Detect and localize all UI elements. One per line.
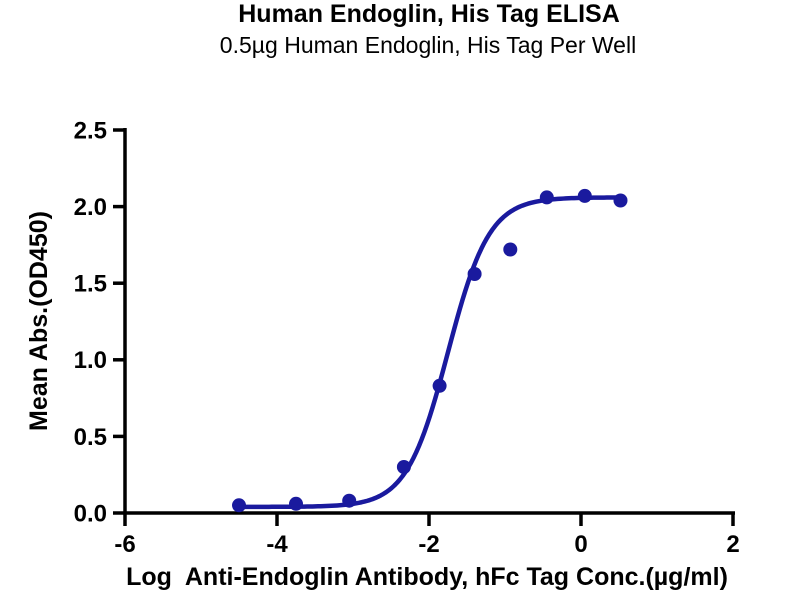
y-axis-ticks: 0.0 0.5 1.0 1.5 2.0 2.5 (74, 117, 125, 527)
axis-frame (123, 128, 735, 515)
x-axis-label: Log Anti-Endoglin Antibody, hFc Tag Conc… (126, 563, 728, 591)
axes (123, 128, 735, 515)
y-tick-label: 2.0 (74, 194, 107, 221)
y-tick-label: 2.5 (74, 117, 107, 144)
x-tick-label: 0 (574, 531, 587, 558)
data-point (577, 188, 592, 203)
x-tick-label: -4 (266, 531, 288, 558)
data-points (232, 188, 628, 513)
fit-curve (236, 195, 623, 510)
x-tick-label: 2 (726, 531, 739, 558)
data-point (396, 460, 411, 474)
data-point (503, 242, 518, 257)
y-tick-label: 0.0 (74, 500, 107, 527)
x-tick-label: -6 (114, 531, 135, 558)
data-point (539, 190, 554, 205)
y-axis-label: Mean Abs.(OD450) (25, 211, 53, 431)
x-tick-label: -2 (418, 531, 439, 558)
chart-title: Human Endoglin, His Tag ELISA (238, 0, 620, 28)
data-point (432, 378, 447, 393)
y-tick-label: 1.0 (74, 347, 107, 374)
chart-subtitle: 0.5µg Human Endoglin, His Tag Per Well (220, 32, 636, 58)
data-point (467, 267, 482, 281)
y-tick-label: 1.5 (74, 271, 107, 298)
data-point (342, 493, 357, 508)
data-point (613, 193, 628, 208)
data-point (289, 496, 303, 511)
y-tick-label: 0.5 (74, 424, 107, 451)
x-axis-ticks: -6 -4 -2 0 2 (114, 513, 740, 558)
dose-response-curve (236, 195, 623, 510)
data-point (232, 498, 246, 513)
